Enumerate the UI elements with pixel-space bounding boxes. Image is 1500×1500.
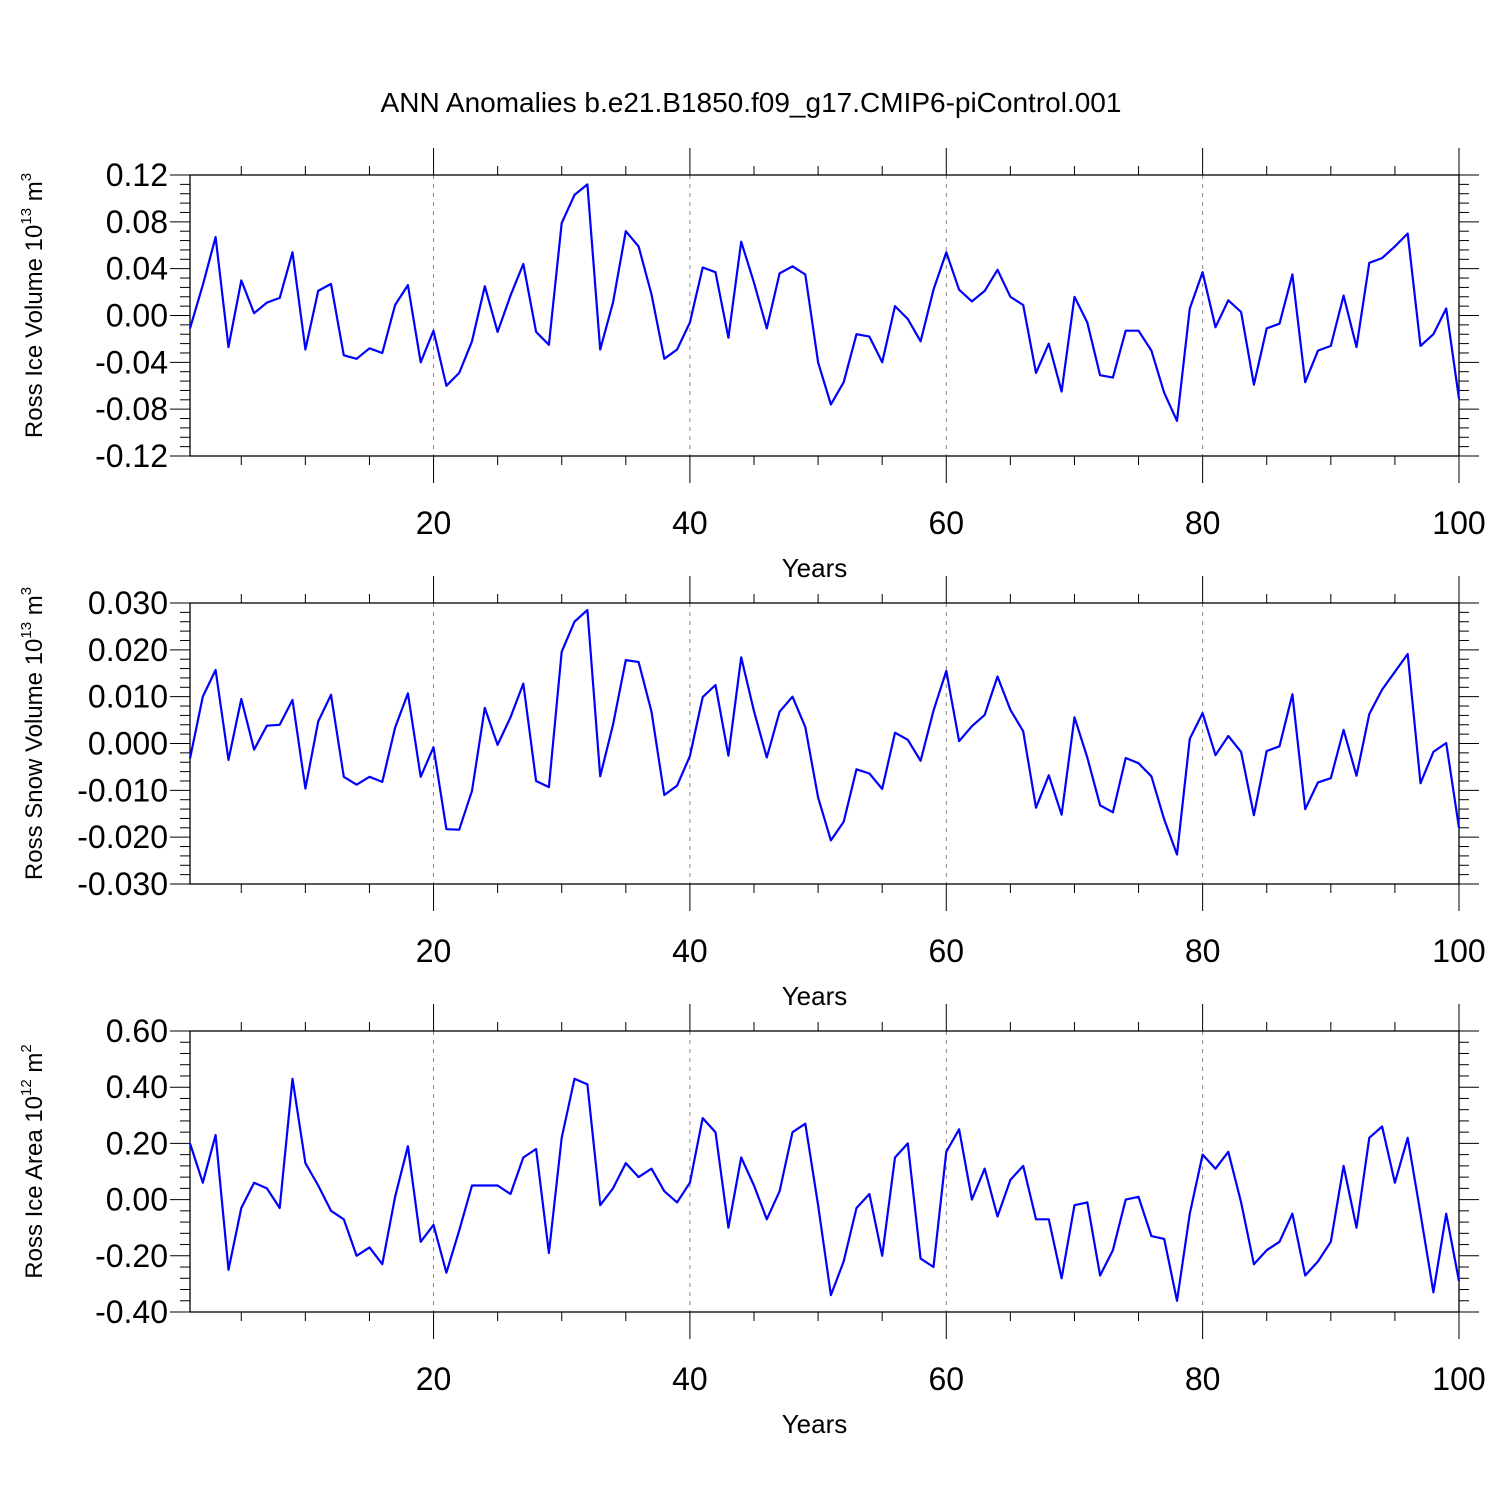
y-axis-label: Ross Ice Area 1012 m2	[18, 1044, 48, 1278]
y-tick-label: 0.000	[88, 726, 168, 762]
y-tick-label: 0.020	[88, 632, 168, 668]
y-tick-label: 0.04	[106, 251, 168, 287]
x-axis-label: Years	[782, 1409, 848, 1439]
y-tick-label: 0.030	[88, 585, 168, 621]
y-tick-label: 0.00	[106, 1182, 168, 1218]
x-axis-label: Years	[782, 981, 848, 1011]
chart-panel-1: 20 40 60 80 100 -0.12 -0.08 -0.04 0.00 0.04 0.08 0.…	[18, 148, 1486, 583]
series-line	[188, 183, 1461, 422]
x-tick-label: 60	[928, 933, 964, 969]
y-tick-label: 0.20	[106, 1125, 168, 1161]
y-tick-label: -0.20	[95, 1238, 168, 1274]
x-tick-label: 40	[672, 1361, 708, 1397]
x-tick-label: 60	[928, 1361, 964, 1397]
x-tick-label: 40	[672, 505, 708, 541]
plot-frame	[189, 1030, 1460, 1313]
x-tick-label: 20	[416, 933, 452, 969]
plot-frame	[189, 174, 1460, 457]
y-axis-label: Ross Snow Volume 1013 m3	[18, 587, 48, 880]
series-line	[188, 608, 1461, 856]
figure-title: ANN Anomalies b.e21.B1850.f09_g17.CMIP6-…	[381, 87, 1122, 118]
y-tick-label: 0.00	[106, 298, 168, 334]
y-tick-label: -0.08	[95, 391, 168, 427]
y-tick-label: 0.010	[88, 679, 168, 715]
panels: 20 40 60 80 100 -0.12 -0.08 -0.04 0.00 0.04 0.08 0.…	[18, 148, 1486, 1439]
y-tick-label: 0.60	[106, 1013, 168, 1049]
series-line	[188, 1077, 1461, 1302]
y-tick-label: -0.12	[95, 438, 168, 474]
y-axis-label: Ross Ice Volume 1013 m3	[18, 173, 48, 438]
y-tick-label: -0.020	[77, 819, 168, 855]
y-tick-label: -0.030	[77, 866, 168, 902]
x-tick-label: 80	[1185, 933, 1221, 969]
x-tick-label: 60	[928, 505, 964, 541]
y-tick-label: 0.40	[106, 1069, 168, 1105]
x-tick-label: 20	[416, 505, 452, 541]
x-axis-label: Years	[782, 553, 848, 583]
x-tick-label: 100	[1432, 505, 1485, 541]
x-tick-label: 40	[672, 933, 708, 969]
x-tick-label: 80	[1185, 1361, 1221, 1397]
x-tick-label: 20	[416, 1361, 452, 1397]
y-tick-label: 0.08	[106, 204, 168, 240]
x-tick-label: 80	[1185, 505, 1221, 541]
chart-panel-2: 20 40 60 80 100 -0.030 -0.020 -0.010 0.000 0.010 0…	[18, 576, 1486, 1011]
y-tick-label: -0.010	[77, 772, 168, 808]
y-tick-label: -0.40	[95, 1294, 168, 1330]
y-tick-label: -0.04	[95, 344, 168, 380]
x-tick-label: 100	[1432, 933, 1485, 969]
y-tick-label: 0.12	[106, 157, 168, 193]
x-tick-label: 100	[1432, 1361, 1485, 1397]
chart-panel-3: 20 40 60 80 100 -0.40 -0.20 0.00 0.20 0.40 0.60 Yea…	[18, 1004, 1486, 1439]
plot-frame	[189, 602, 1460, 885]
